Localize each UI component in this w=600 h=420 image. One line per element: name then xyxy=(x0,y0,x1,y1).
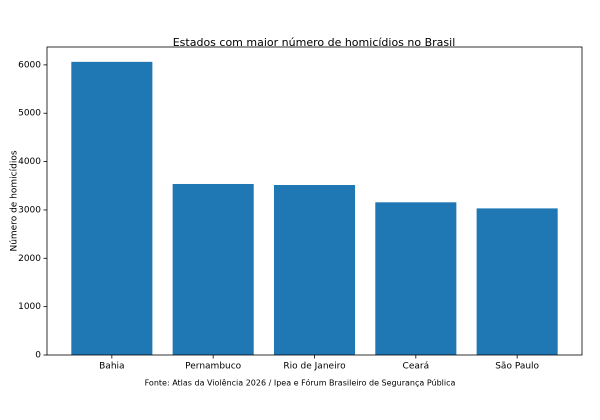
footnote: Fonte: Atlas da Violência 2026 / Ipea e … xyxy=(145,378,456,388)
y-tick-label: 3000 xyxy=(18,205,41,215)
bar xyxy=(476,208,558,355)
plot-frame xyxy=(46,46,583,356)
x-tick-label: Rio de Janeiro xyxy=(283,362,346,372)
x-tick-label: Pernambuco xyxy=(185,362,242,372)
y-tick-label: 2000 xyxy=(18,254,41,264)
y-tick-label: 0 xyxy=(35,351,41,361)
y-tick-label: 5000 xyxy=(18,109,41,119)
x-tick-label: São Paulo xyxy=(495,362,539,372)
y-axis-label: Número de homicídios xyxy=(10,150,20,251)
y-tick-label: 6000 xyxy=(18,60,41,70)
y-tick-label: 1000 xyxy=(18,302,41,312)
chart-title: Estados com maior número de homicídios n… xyxy=(173,36,456,49)
y-tick-label: 4000 xyxy=(18,157,41,167)
x-tick-label: Ceará xyxy=(403,362,430,372)
bar xyxy=(71,61,153,355)
x-tick-label: Bahia xyxy=(99,362,124,372)
bar xyxy=(375,202,457,355)
bar xyxy=(172,183,254,355)
bar xyxy=(273,184,356,355)
